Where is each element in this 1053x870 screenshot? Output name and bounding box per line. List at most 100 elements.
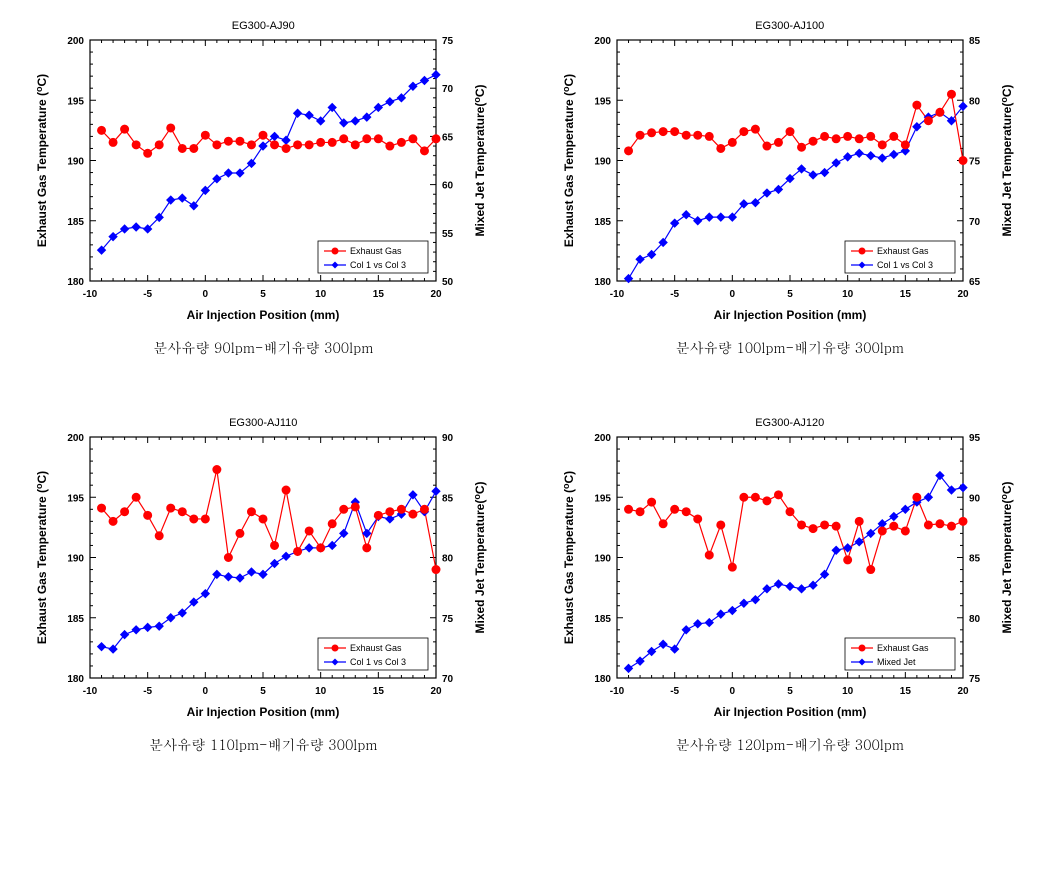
svg-text:Air Injection Position (mm): Air Injection Position (mm) — [713, 705, 866, 719]
chart-title: EG300-AJ90 — [232, 20, 295, 32]
svg-text:180: 180 — [68, 277, 85, 288]
chart-svg-3: -10 -5 0 5 10 15 20 180 185 190 195 200 75 80 85 90 95 Ai… — [555, 431, 1025, 726]
chart-svg-1: -10-5051015201801851901952006570758085Ai… — [555, 34, 1025, 329]
svg-text:65: 65 — [969, 277, 981, 288]
svg-text:Mixed Jet Temperature(oC): Mixed Jet Temperature(oC) — [472, 85, 487, 237]
svg-text:180: 180 — [68, 674, 85, 685]
svg-text:190: 190 — [594, 157, 611, 168]
svg-text:0: 0 — [203, 289, 209, 300]
svg-text:185: 185 — [594, 614, 611, 625]
svg-text:95: 95 — [969, 433, 981, 444]
chart-caption: 분사유량 90lpm-배기유량 300lpm — [153, 337, 373, 357]
svg-text:90: 90 — [442, 433, 454, 444]
svg-text:180: 180 — [594, 674, 611, 685]
svg-text:Air Injection Position (mm): Air Injection Position (mm) — [187, 705, 340, 719]
svg-text:185: 185 — [594, 217, 611, 228]
svg-text:Air Injection Position (mm): Air Injection Position (mm) — [713, 308, 866, 322]
svg-text:75: 75 — [969, 674, 981, 685]
svg-text:85: 85 — [969, 36, 981, 47]
chart-title: EG300-AJ110 — [229, 417, 297, 429]
svg-text:70: 70 — [442, 674, 454, 685]
svg-text:-10: -10 — [83, 289, 98, 300]
chart-grid: EG300-AJ90 -10-5051015201801851901952005… — [20, 20, 1033, 754]
svg-text:0: 0 — [729, 289, 735, 300]
svg-text:-10: -10 — [610, 686, 625, 697]
svg-text:195: 195 — [68, 96, 85, 107]
svg-text:10: 10 — [842, 686, 854, 697]
svg-text:Mixed Jet Temperature(oC): Mixed Jet Temperature(oC) — [999, 85, 1014, 237]
panel-aj120: EG300-AJ120 -10-505101520180185190195200… — [547, 417, 1034, 754]
svg-text:0: 0 — [729, 686, 735, 697]
svg-text:Col 1 vs Col 3: Col 1 vs Col 3 — [350, 657, 406, 667]
svg-text:Mixed Jet: Mixed Jet — [877, 657, 916, 667]
svg-text:195: 195 — [594, 96, 611, 107]
svg-text:5: 5 — [260, 289, 266, 300]
panel-aj100: EG300-AJ100 -10-505101520180185190195200… — [547, 20, 1034, 357]
svg-text:-5: -5 — [670, 289, 679, 300]
svg-text:Exhaust Gas: Exhaust Gas — [350, 643, 402, 653]
svg-text:Exhaust Gas Temperature (oC): Exhaust Gas Temperature (oC) — [34, 471, 49, 644]
svg-text:20: 20 — [431, 686, 443, 697]
svg-text:-5: -5 — [143, 686, 152, 697]
svg-text:5: 5 — [787, 686, 793, 697]
svg-text:75: 75 — [442, 36, 454, 47]
svg-text:60: 60 — [442, 181, 454, 192]
svg-text:185: 185 — [68, 217, 85, 228]
svg-text:75: 75 — [969, 157, 981, 168]
svg-text:200: 200 — [68, 433, 85, 444]
chart-caption: 분사유량 120lpm-배기유량 300lpm — [676, 734, 904, 754]
svg-text:85: 85 — [442, 493, 454, 504]
panel-aj90: EG300-AJ90 -10 -5 0 5 10 15 20 180 185 190 195 200 5… — [20, 20, 507, 357]
svg-text:Col 1 vs Col 3: Col 1 vs Col 3 — [877, 260, 933, 270]
svg-text:-5: -5 — [143, 289, 152, 300]
svg-text:Exhaust Gas Temperature (oC): Exhaust Gas Temperature (oC) — [561, 471, 576, 644]
svg-text:15: 15 — [900, 289, 912, 300]
svg-text:190: 190 — [594, 554, 611, 565]
chart-svg-0: -10-505101520180185190195200505560657075… — [28, 34, 498, 329]
svg-text:Mixed Jet Temperature(oC): Mixed Jet Temperature(oC) — [999, 482, 1014, 634]
svg-text:180: 180 — [594, 277, 611, 288]
svg-text:195: 195 — [68, 493, 85, 504]
svg-text:55: 55 — [442, 229, 454, 240]
svg-text:200: 200 — [68, 36, 85, 47]
svg-text:50: 50 — [442, 277, 454, 288]
svg-text:65: 65 — [442, 132, 454, 143]
svg-text:85: 85 — [969, 554, 981, 565]
svg-text:75: 75 — [442, 614, 454, 625]
svg-text:70: 70 — [969, 217, 981, 228]
svg-text:10: 10 — [315, 686, 327, 697]
svg-text:Air Injection Position (mm): Air Injection Position (mm) — [187, 308, 340, 322]
svg-text:Exhaust Gas Temperature (oC): Exhaust Gas Temperature (oC) — [561, 74, 576, 247]
svg-text:Exhaust Gas: Exhaust Gas — [350, 246, 402, 256]
svg-text:5: 5 — [260, 686, 266, 697]
svg-text:15: 15 — [373, 289, 385, 300]
svg-text:10: 10 — [842, 289, 854, 300]
svg-text:Mixed Jet Temperature(oC): Mixed Jet Temperature(oC) — [472, 482, 487, 634]
svg-text:190: 190 — [68, 554, 85, 565]
svg-text:90: 90 — [969, 493, 981, 504]
svg-text:15: 15 — [373, 686, 385, 697]
svg-text:20: 20 — [957, 686, 969, 697]
svg-text:20: 20 — [431, 289, 443, 300]
svg-text:15: 15 — [900, 686, 912, 697]
svg-text:Exhaust Gas Temperature (oC): Exhaust Gas Temperature (oC) — [34, 74, 49, 247]
svg-text:195: 195 — [594, 493, 611, 504]
svg-text:80: 80 — [969, 614, 981, 625]
svg-text:-10: -10 — [83, 686, 98, 697]
panel-aj110: EG300-AJ110 -10 -5 0 5 10 15 20 180 185 190 195 200… — [20, 417, 507, 754]
chart-svg-2: -10-5051015201801851901952007075808590Ai… — [28, 431, 498, 726]
chart-title: EG300-AJ100 — [755, 20, 824, 32]
svg-text:5: 5 — [787, 289, 793, 300]
chart-caption: 분사유량 110lpm-배기유량 300lpm — [149, 734, 377, 754]
svg-text:10: 10 — [315, 289, 327, 300]
svg-text:80: 80 — [969, 96, 981, 107]
svg-text:0: 0 — [203, 686, 209, 697]
svg-text:200: 200 — [594, 433, 611, 444]
svg-text:20: 20 — [957, 289, 969, 300]
chart-caption: 분사유량 100lpm-배기유량 300lpm — [676, 337, 904, 357]
svg-text:190: 190 — [68, 157, 85, 168]
svg-text:185: 185 — [68, 614, 85, 625]
svg-text:Exhaust Gas: Exhaust Gas — [877, 246, 929, 256]
svg-text:200: 200 — [594, 36, 611, 47]
svg-text:-5: -5 — [670, 686, 679, 697]
